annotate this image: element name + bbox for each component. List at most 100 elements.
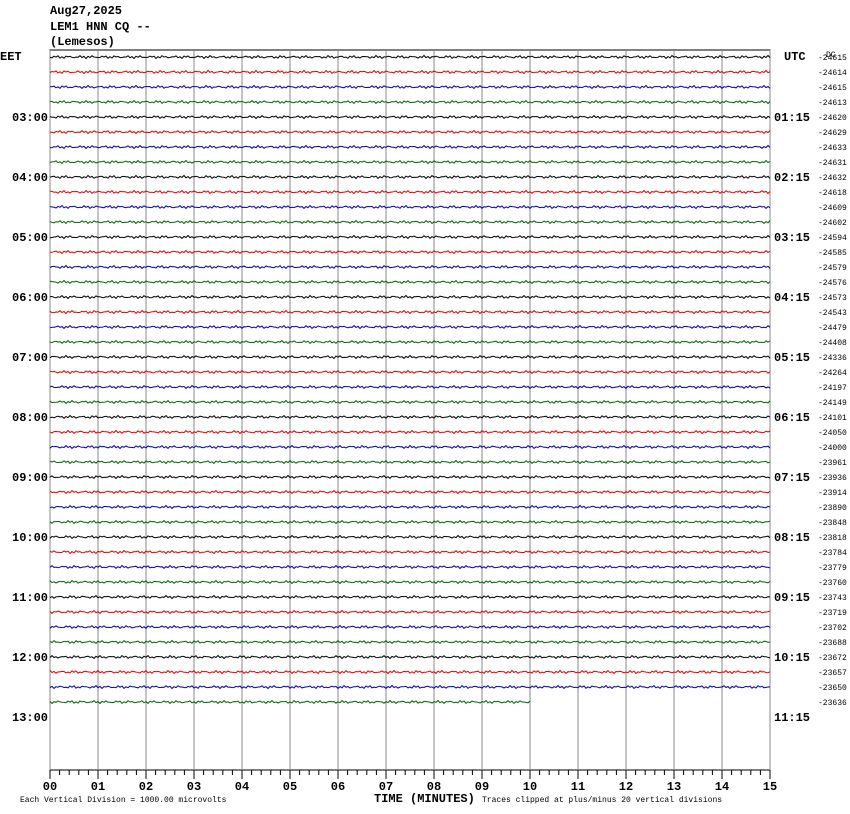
- trace: [49, 684, 771, 690]
- trace: [49, 264, 771, 270]
- dc-offset: -23848: [818, 519, 847, 528]
- dc-offset: -24264: [818, 369, 847, 378]
- x-tick-label: 10: [523, 780, 537, 794]
- utc-hour: 09:15: [774, 591, 810, 605]
- eet-hour: 03:00: [12, 111, 48, 125]
- trace: [49, 309, 771, 315]
- utc-hour: 01:15: [774, 111, 810, 125]
- dc-offset: -24336: [818, 354, 847, 363]
- trace: [49, 639, 771, 645]
- utc-hour: 06:15: [774, 411, 810, 425]
- dc-offset: -23672: [818, 654, 847, 663]
- x-tick-label: 01: [91, 780, 105, 794]
- footer-right: Traces clipped at plus/minus 20 vertical…: [482, 796, 722, 805]
- trace: [49, 159, 771, 165]
- footer-left: Each Vertical Division = 1000.00 microvo…: [20, 796, 227, 805]
- trace: [49, 699, 531, 705]
- trace: [49, 579, 771, 585]
- trace: [49, 504, 771, 510]
- eet-hour: 09:00: [12, 471, 48, 485]
- dc-offset: -24408: [818, 339, 847, 348]
- x-tick-label: 00: [43, 780, 57, 794]
- eet-hour: 06:00: [12, 291, 48, 305]
- right-zone: UTC: [784, 50, 806, 64]
- dc-offset: -24618: [818, 189, 847, 198]
- trace: [49, 294, 771, 300]
- dc-offset: -23657: [818, 669, 847, 678]
- dc-offset: -24585: [818, 249, 847, 258]
- dc-offset: -24000: [818, 444, 847, 453]
- station: LEM1 HNN CQ --: [50, 20, 151, 34]
- trace: [49, 549, 771, 555]
- dc-offset: -24631: [818, 159, 847, 168]
- trace: [49, 669, 771, 675]
- eet-hour: 08:00: [12, 411, 48, 425]
- trace: [49, 204, 771, 210]
- x-tick-label: 06: [331, 780, 345, 794]
- utc-hour: 03:15: [774, 231, 810, 245]
- eet-hour: 10:00: [12, 531, 48, 545]
- eet-hour: 11:00: [12, 591, 48, 605]
- trace: [49, 54, 771, 60]
- trace: [49, 324, 771, 330]
- dc-offset: -23818: [818, 534, 847, 543]
- utc-hour: 11:15: [774, 711, 810, 725]
- trace: [49, 489, 771, 495]
- trace: [49, 444, 771, 450]
- trace: [49, 219, 771, 225]
- trace: [49, 399, 771, 405]
- trace: [49, 354, 771, 360]
- dc-offset: -23688: [818, 639, 847, 648]
- trace: [49, 384, 771, 390]
- dc-label: DC: [826, 51, 836, 60]
- trace: [49, 369, 771, 375]
- dc-offset: -23779: [818, 564, 847, 573]
- trace: [49, 339, 771, 345]
- eet-hour: 04:00: [12, 171, 48, 185]
- x-tick-label: 05: [283, 780, 297, 794]
- trace: [49, 654, 771, 660]
- utc-hour: 08:15: [774, 531, 810, 545]
- trace: [49, 519, 771, 525]
- trace: [49, 414, 771, 420]
- x-tick-label: 12: [619, 780, 633, 794]
- dc-offset: -23784: [818, 549, 847, 558]
- trace: [49, 84, 771, 90]
- dc-offset: -24479: [818, 324, 847, 333]
- left-zone: EET: [0, 50, 22, 64]
- utc-hour: 07:15: [774, 471, 810, 485]
- date: Aug27,2025: [50, 4, 122, 18]
- dc-offset: -24579: [818, 264, 847, 273]
- x-tick-label: 13: [667, 780, 681, 794]
- trace: [49, 594, 771, 600]
- dc-offset: -24614: [818, 69, 847, 78]
- trace: [50, 249, 771, 255]
- utc-hour: 02:15: [774, 171, 810, 185]
- dc-offset: -24620: [818, 114, 847, 123]
- utc-hour: 05:15: [774, 351, 810, 365]
- trace: [49, 174, 771, 180]
- x-axis-title: TIME (MINUTES): [374, 792, 475, 806]
- trace: [49, 459, 771, 465]
- dc-offset: -24573: [818, 294, 847, 303]
- dc-offset: -23890: [818, 504, 847, 513]
- x-tick-label: 09: [475, 780, 489, 794]
- dc-offset: -23914: [818, 489, 847, 498]
- location: (Lemesos): [50, 35, 115, 49]
- eet-hour: 05:00: [12, 231, 48, 245]
- x-tick-label: 11: [571, 780, 585, 794]
- dc-offset: -24615: [818, 84, 847, 93]
- dc-offset: -24602: [818, 219, 847, 228]
- trace: [49, 279, 771, 285]
- dc-offset: -23702: [818, 624, 847, 633]
- x-tick-label: 07: [379, 780, 393, 794]
- trace: [49, 189, 771, 195]
- dc-offset: -24629: [818, 129, 847, 138]
- dc-offset: -23936: [818, 474, 847, 483]
- x-tick-label: 15: [763, 780, 777, 794]
- dc-offset: -24613: [818, 99, 847, 108]
- dc-offset: -23650: [818, 684, 847, 693]
- dc-offset: -24576: [818, 279, 847, 288]
- x-tick-label: 14: [715, 780, 729, 794]
- trace: [49, 99, 771, 105]
